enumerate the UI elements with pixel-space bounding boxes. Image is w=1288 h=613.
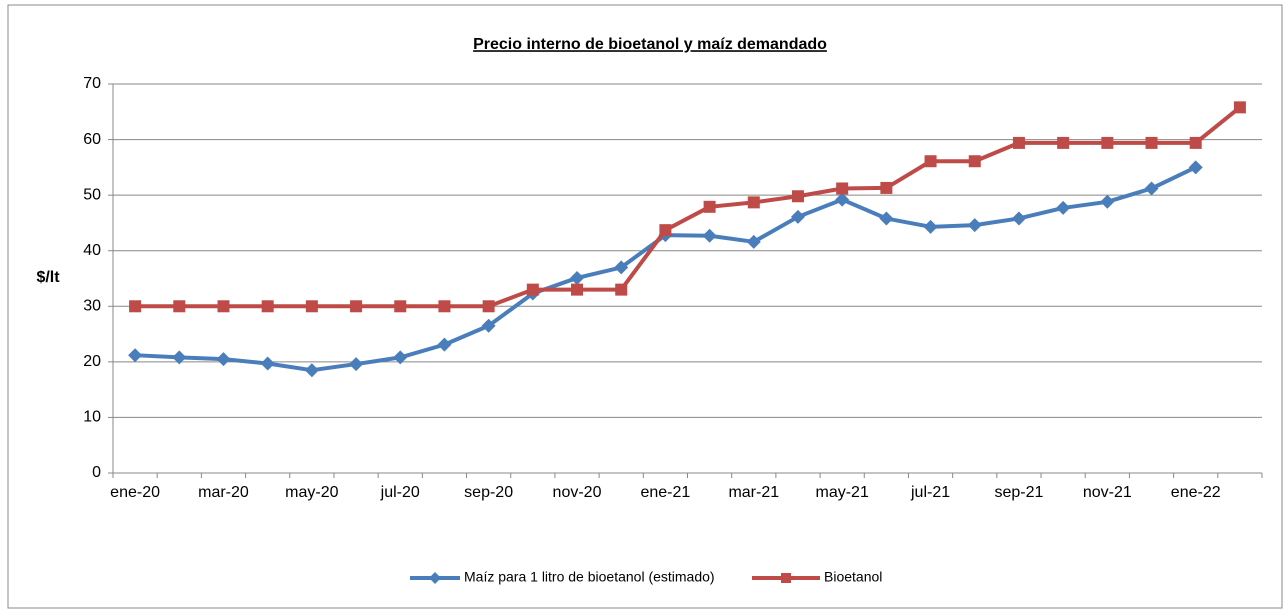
- data-point: [437, 337, 452, 352]
- data-point: [1012, 136, 1025, 149]
- x-tick-label: mar-21: [728, 484, 779, 501]
- data-point: [614, 260, 629, 275]
- data-point: [790, 209, 805, 224]
- x-tick-label: mar-20: [198, 484, 249, 501]
- legend-marker: [429, 572, 441, 584]
- data-point: [128, 348, 143, 363]
- x-tick-label: nov-20: [553, 484, 602, 501]
- data-point: [1011, 211, 1026, 226]
- data-point: [968, 155, 981, 168]
- y-tick-label: 20: [83, 353, 101, 370]
- data-point: [746, 234, 761, 249]
- x-tick-label: ene-20: [110, 484, 160, 501]
- data-point: [702, 228, 717, 243]
- data-point: [217, 300, 230, 313]
- data-point: [350, 300, 363, 313]
- data-point: [1056, 200, 1071, 215]
- data-point: [526, 283, 539, 296]
- y-tick-label: 30: [83, 298, 101, 315]
- x-tick-label: may-20: [285, 484, 338, 501]
- data-point: [571, 283, 584, 296]
- data-point: [482, 300, 495, 313]
- x-tick-label: ene-22: [1171, 484, 1221, 501]
- legend-marker: [781, 573, 791, 583]
- x-tick-label: ene-21: [640, 484, 690, 501]
- data-point: [304, 363, 319, 378]
- legend-label: Maíz para 1 litro de bioetanol (estimado…: [464, 569, 715, 585]
- legend-label: Bioetanol: [824, 569, 882, 585]
- y-tick-label: 40: [83, 242, 101, 259]
- data-point: [791, 190, 804, 203]
- data-point: [1057, 136, 1070, 149]
- data-point: [1100, 194, 1115, 209]
- data-point: [261, 300, 274, 313]
- series-line: [135, 105, 1242, 309]
- data-point: [923, 219, 938, 234]
- data-point: [1101, 136, 1114, 149]
- data-point: [1233, 101, 1246, 114]
- data-point: [1145, 136, 1158, 149]
- x-tick-label: sep-20: [464, 484, 513, 501]
- data-point: [349, 357, 364, 372]
- data-point: [880, 181, 893, 194]
- x-tick-label: jul-20: [380, 484, 420, 501]
- y-tick-label: 50: [83, 186, 101, 203]
- y-tick-label: 60: [83, 131, 101, 148]
- data-point: [129, 300, 142, 313]
- data-point: [260, 356, 275, 371]
- data-point: [615, 283, 628, 296]
- data-point: [836, 182, 849, 195]
- data-point: [173, 300, 186, 313]
- data-point: [481, 318, 496, 333]
- y-axis-label: $/lt: [36, 269, 60, 286]
- data-point: [394, 300, 407, 313]
- data-point: [570, 270, 585, 285]
- data-point: [438, 300, 451, 313]
- data-point: [305, 300, 318, 313]
- data-point: [659, 224, 672, 237]
- y-tick-label: 70: [83, 75, 101, 92]
- y-tick-label: 10: [83, 409, 101, 426]
- x-tick-label: may-21: [815, 484, 868, 501]
- chart-title: Precio interno de bioetanol y maíz deman…: [473, 36, 827, 53]
- data-point: [703, 200, 716, 213]
- data-point: [879, 211, 894, 226]
- x-tick-label: sep-21: [994, 484, 1043, 501]
- y-tick-label: 0: [92, 464, 101, 481]
- x-tick-label: jul-21: [910, 484, 950, 501]
- data-point: [1144, 181, 1159, 196]
- data-point: [1188, 160, 1203, 175]
- data-point: [924, 155, 937, 168]
- data-point: [835, 192, 850, 207]
- data-point: [393, 350, 408, 365]
- data-point: [1189, 136, 1202, 149]
- data-point: [216, 352, 231, 367]
- data-point: [747, 196, 760, 209]
- x-tick-label: nov-21: [1083, 484, 1132, 501]
- data-point: [172, 350, 187, 365]
- data-point: [967, 218, 982, 233]
